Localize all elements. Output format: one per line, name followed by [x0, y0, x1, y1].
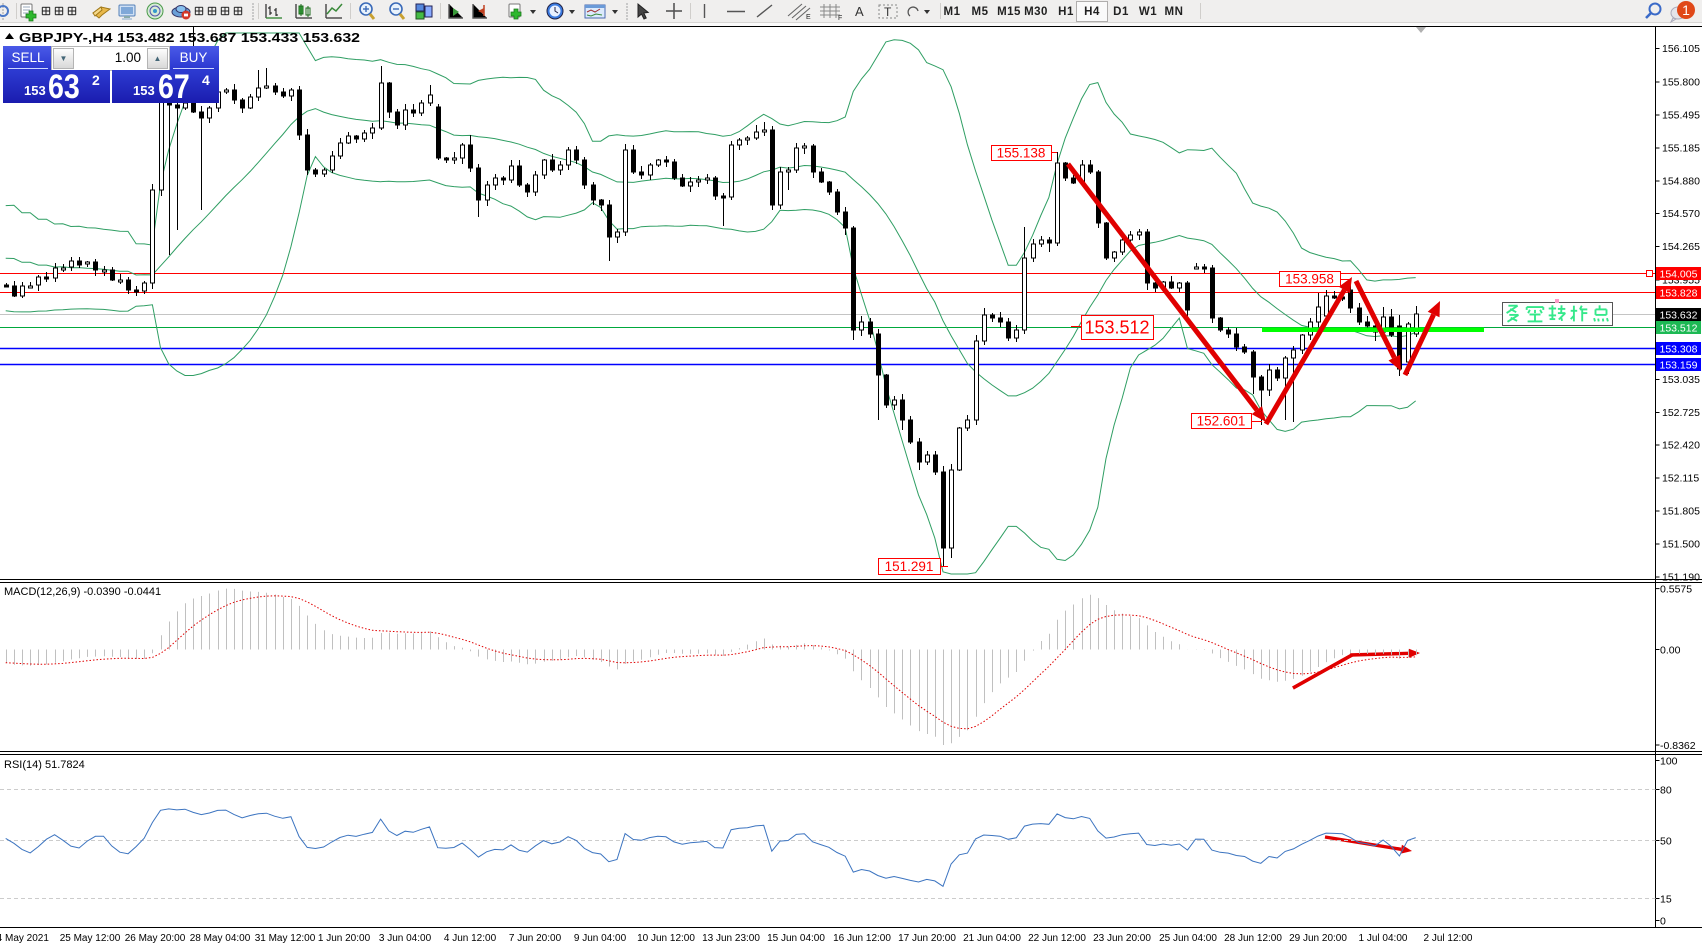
- svg-text:1: 1: [1682, 2, 1690, 18]
- svg-text:154.005: 154.005: [1660, 269, 1698, 281]
- svg-text:153.958: 153.958: [1285, 271, 1334, 286]
- svg-text:153.159: 153.159: [1660, 360, 1698, 372]
- svg-text:152.725: 152.725: [1662, 407, 1700, 419]
- svg-text:152.420: 152.420: [1662, 440, 1700, 452]
- svg-text:151.805: 151.805: [1662, 506, 1700, 518]
- svg-text:15 Jun 04:00: 15 Jun 04:00: [767, 933, 825, 944]
- svg-text:16 Jun 12:00: 16 Jun 12:00: [833, 933, 891, 944]
- svg-text:152.601: 152.601: [1197, 413, 1246, 428]
- svg-text:M5: M5: [972, 6, 989, 18]
- svg-text:17 Jun 20:00: 17 Jun 20:00: [898, 933, 956, 944]
- svg-text:28 May 04:00: 28 May 04:00: [190, 933, 251, 944]
- svg-text:154.265: 154.265: [1662, 241, 1700, 253]
- svg-text:9 Jun 04:00: 9 Jun 04:00: [574, 933, 627, 944]
- svg-text:50: 50: [1660, 836, 1672, 848]
- svg-text:24 May 2021: 24 May 2021: [0, 933, 49, 944]
- svg-text:154.570: 154.570: [1662, 208, 1700, 220]
- svg-text:153.828: 153.828: [1660, 288, 1698, 300]
- svg-text:D1: D1: [1113, 6, 1129, 18]
- svg-text:H1: H1: [1058, 6, 1074, 18]
- svg-text:E: E: [806, 14, 811, 21]
- svg-text:21 Jun 04:00: 21 Jun 04:00: [963, 933, 1021, 944]
- svg-text:4 Jun 12:00: 4 Jun 12:00: [444, 933, 497, 944]
- svg-text:153.308: 153.308: [1660, 344, 1698, 356]
- svg-text:A: A: [855, 4, 864, 19]
- svg-text:153.632: 153.632: [1660, 310, 1698, 322]
- svg-text:13 Jun 23:00: 13 Jun 23:00: [702, 933, 760, 944]
- svg-text:80: 80: [1660, 785, 1672, 797]
- svg-text:153.512: 153.512: [1084, 318, 1149, 338]
- svg-text:M30: M30: [1024, 6, 1048, 18]
- svg-text:25 May 12:00: 25 May 12:00: [60, 933, 121, 944]
- svg-text:1 Jun 20:00: 1 Jun 20:00: [318, 933, 371, 944]
- svg-text:26 May 20:00: 26 May 20:00: [125, 933, 186, 944]
- svg-text:H4: H4: [1084, 6, 1100, 18]
- svg-text:151.500: 151.500: [1662, 539, 1700, 551]
- svg-text:3 Jun 04:00: 3 Jun 04:00: [379, 933, 432, 944]
- svg-text:10 Jun 12:00: 10 Jun 12:00: [637, 933, 695, 944]
- svg-text:MN: MN: [1165, 6, 1184, 18]
- svg-text:23 Jun 20:00: 23 Jun 20:00: [1093, 933, 1151, 944]
- svg-text:2 Jul 12:00: 2 Jul 12:00: [1424, 933, 1473, 944]
- svg-text:153.035: 153.035: [1662, 374, 1700, 386]
- svg-text:22 Jun 12:00: 22 Jun 12:00: [1028, 933, 1086, 944]
- svg-text:T: T: [884, 5, 892, 19]
- svg-text:151.190: 151.190: [1662, 572, 1700, 584]
- svg-text:100: 100: [1660, 756, 1678, 768]
- svg-text:W1: W1: [1139, 6, 1157, 18]
- svg-text:M1: M1: [944, 6, 961, 18]
- svg-text:GBPJPY-,H4 153.482 153.687 15: GBPJPY-,H4 153.482 153.687 153.433 153.6…: [19, 30, 360, 45]
- svg-text:154.880: 154.880: [1662, 176, 1700, 188]
- svg-text:28 Jun 12:00: 28 Jun 12:00: [1224, 933, 1282, 944]
- svg-text:0.00: 0.00: [1660, 645, 1681, 657]
- svg-text:155.495: 155.495: [1662, 110, 1700, 122]
- svg-text:0.5575: 0.5575: [1660, 584, 1692, 596]
- svg-text:153.512: 153.512: [1660, 323, 1698, 335]
- svg-text:F: F: [838, 15, 842, 22]
- svg-text:RSI(14) 51.7824: RSI(14) 51.7824: [4, 759, 85, 771]
- svg-text:7 Jun 20:00: 7 Jun 20:00: [509, 933, 562, 944]
- svg-text:0: 0: [1660, 916, 1666, 928]
- svg-text:29 Jun 20:00: 29 Jun 20:00: [1289, 933, 1347, 944]
- svg-text:151.291: 151.291: [885, 559, 934, 574]
- svg-text:155.138: 155.138: [997, 145, 1046, 160]
- svg-text:155.800: 155.800: [1662, 77, 1700, 89]
- svg-text:25 Jun 04:00: 25 Jun 04:00: [1159, 933, 1217, 944]
- svg-text:15: 15: [1660, 894, 1672, 906]
- svg-text:152.115: 152.115: [1662, 473, 1699, 485]
- svg-text:156.105: 156.105: [1662, 43, 1700, 55]
- svg-text:1 Jul 04:00: 1 Jul 04:00: [1359, 933, 1408, 944]
- svg-text:MACD(12,26,9) -0.0390 -0.0441: MACD(12,26,9) -0.0390 -0.0441: [4, 586, 161, 598]
- svg-text:-0.8362: -0.8362: [1660, 740, 1696, 752]
- svg-text:M15: M15: [997, 6, 1021, 18]
- svg-text:31 May 12:00: 31 May 12:00: [255, 933, 316, 944]
- svg-text:155.185: 155.185: [1662, 143, 1700, 155]
